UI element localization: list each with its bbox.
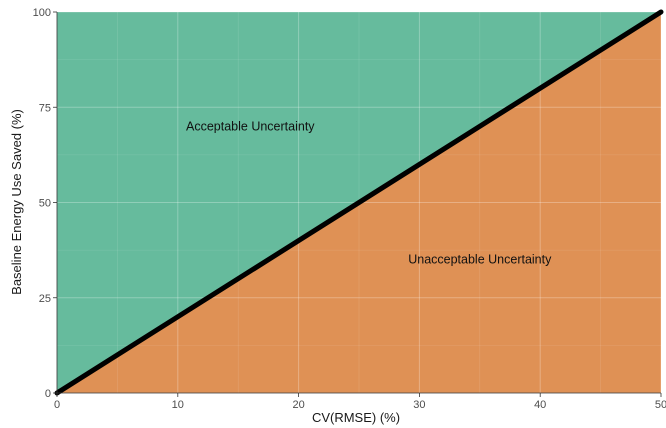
y-tick-label: 75 [39, 102, 51, 114]
y-tick-label: 0 [45, 388, 51, 400]
boundary-line-segment [54, 9, 664, 396]
x-tick-label: 40 [534, 399, 546, 411]
y-tick-label: 100 [33, 7, 51, 19]
y-tick-label: 50 [39, 198, 51, 210]
axes: 0 10 20 30 40 50 0 25 50 75 100 [33, 7, 666, 411]
y-tick-label: 25 [39, 293, 51, 305]
x-tick-label: 50 [655, 399, 666, 411]
region-label: Acceptable Uncertainty [186, 119, 315, 133]
region-label: Unacceptable Uncertainty [408, 253, 552, 267]
x-tick-label: 20 [292, 399, 304, 411]
y-axis-title: Baseline Energy Use Saved (%) [9, 109, 24, 295]
x-axis-title: CV(RMSE) (%) [312, 410, 400, 425]
boundary-line [54, 9, 664, 396]
region-labels: Acceptable Uncertainty Unacceptable Uncer… [186, 119, 552, 266]
x-tick-label: 30 [413, 399, 425, 411]
x-tick-label: 10 [172, 399, 184, 411]
x-tick-label: 0 [54, 399, 60, 411]
